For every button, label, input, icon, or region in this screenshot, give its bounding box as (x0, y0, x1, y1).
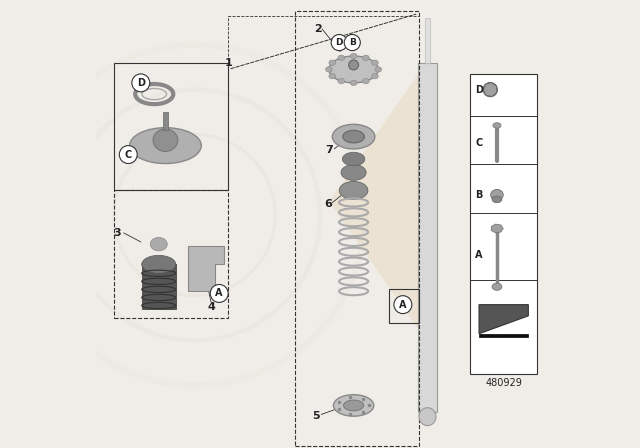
Circle shape (344, 34, 360, 51)
Ellipse shape (339, 181, 368, 199)
Circle shape (132, 74, 150, 92)
Ellipse shape (350, 53, 357, 59)
Ellipse shape (341, 165, 366, 180)
Ellipse shape (338, 55, 345, 60)
Text: B: B (476, 190, 483, 200)
Ellipse shape (419, 408, 436, 426)
Ellipse shape (349, 60, 358, 70)
Ellipse shape (491, 190, 503, 200)
Text: D: D (137, 78, 145, 88)
Ellipse shape (362, 78, 369, 84)
Text: 5: 5 (312, 411, 320, 421)
Polygon shape (483, 82, 497, 96)
Bar (114, 63, 228, 190)
Bar (470, 74, 538, 374)
Ellipse shape (153, 129, 178, 151)
Ellipse shape (326, 67, 332, 72)
Polygon shape (188, 246, 224, 291)
Circle shape (332, 34, 348, 51)
Text: 7: 7 (325, 145, 333, 155)
Bar (296, 11, 419, 446)
Text: A: A (216, 289, 223, 298)
Circle shape (119, 146, 137, 164)
Ellipse shape (332, 125, 375, 149)
Ellipse shape (483, 82, 497, 97)
Polygon shape (479, 305, 529, 334)
Bar (163, 112, 168, 130)
Text: B: B (349, 38, 356, 47)
Text: C: C (125, 150, 132, 159)
Ellipse shape (150, 237, 167, 251)
Bar (141, 264, 176, 309)
Text: 6: 6 (324, 199, 332, 209)
Text: 480929: 480929 (485, 378, 522, 388)
Ellipse shape (350, 80, 357, 86)
Circle shape (211, 284, 228, 302)
Ellipse shape (338, 78, 344, 84)
Ellipse shape (492, 196, 502, 203)
Text: 3: 3 (114, 228, 122, 238)
Ellipse shape (333, 395, 374, 416)
Text: 4: 4 (207, 302, 215, 312)
Ellipse shape (343, 130, 364, 143)
Polygon shape (329, 67, 423, 336)
Ellipse shape (329, 73, 335, 79)
Bar (114, 190, 228, 318)
Ellipse shape (493, 123, 501, 128)
Text: 1: 1 (224, 58, 232, 68)
Ellipse shape (492, 283, 502, 290)
Polygon shape (492, 224, 503, 233)
Text: A: A (476, 250, 483, 260)
Polygon shape (479, 334, 529, 337)
Ellipse shape (141, 255, 176, 273)
Ellipse shape (372, 73, 378, 79)
Ellipse shape (342, 152, 365, 166)
Ellipse shape (129, 128, 201, 164)
Ellipse shape (344, 400, 364, 411)
Text: C: C (476, 138, 483, 148)
Bar (425, 18, 430, 63)
Ellipse shape (375, 67, 381, 72)
Ellipse shape (329, 60, 335, 65)
Text: A: A (399, 300, 406, 310)
Circle shape (394, 296, 412, 314)
Text: 2: 2 (314, 24, 322, 34)
Text: D: D (475, 85, 483, 95)
Ellipse shape (329, 56, 378, 83)
Bar (418, 63, 437, 412)
Text: D: D (335, 38, 343, 47)
Ellipse shape (372, 60, 378, 65)
Ellipse shape (362, 55, 369, 60)
Bar (389, 289, 419, 323)
